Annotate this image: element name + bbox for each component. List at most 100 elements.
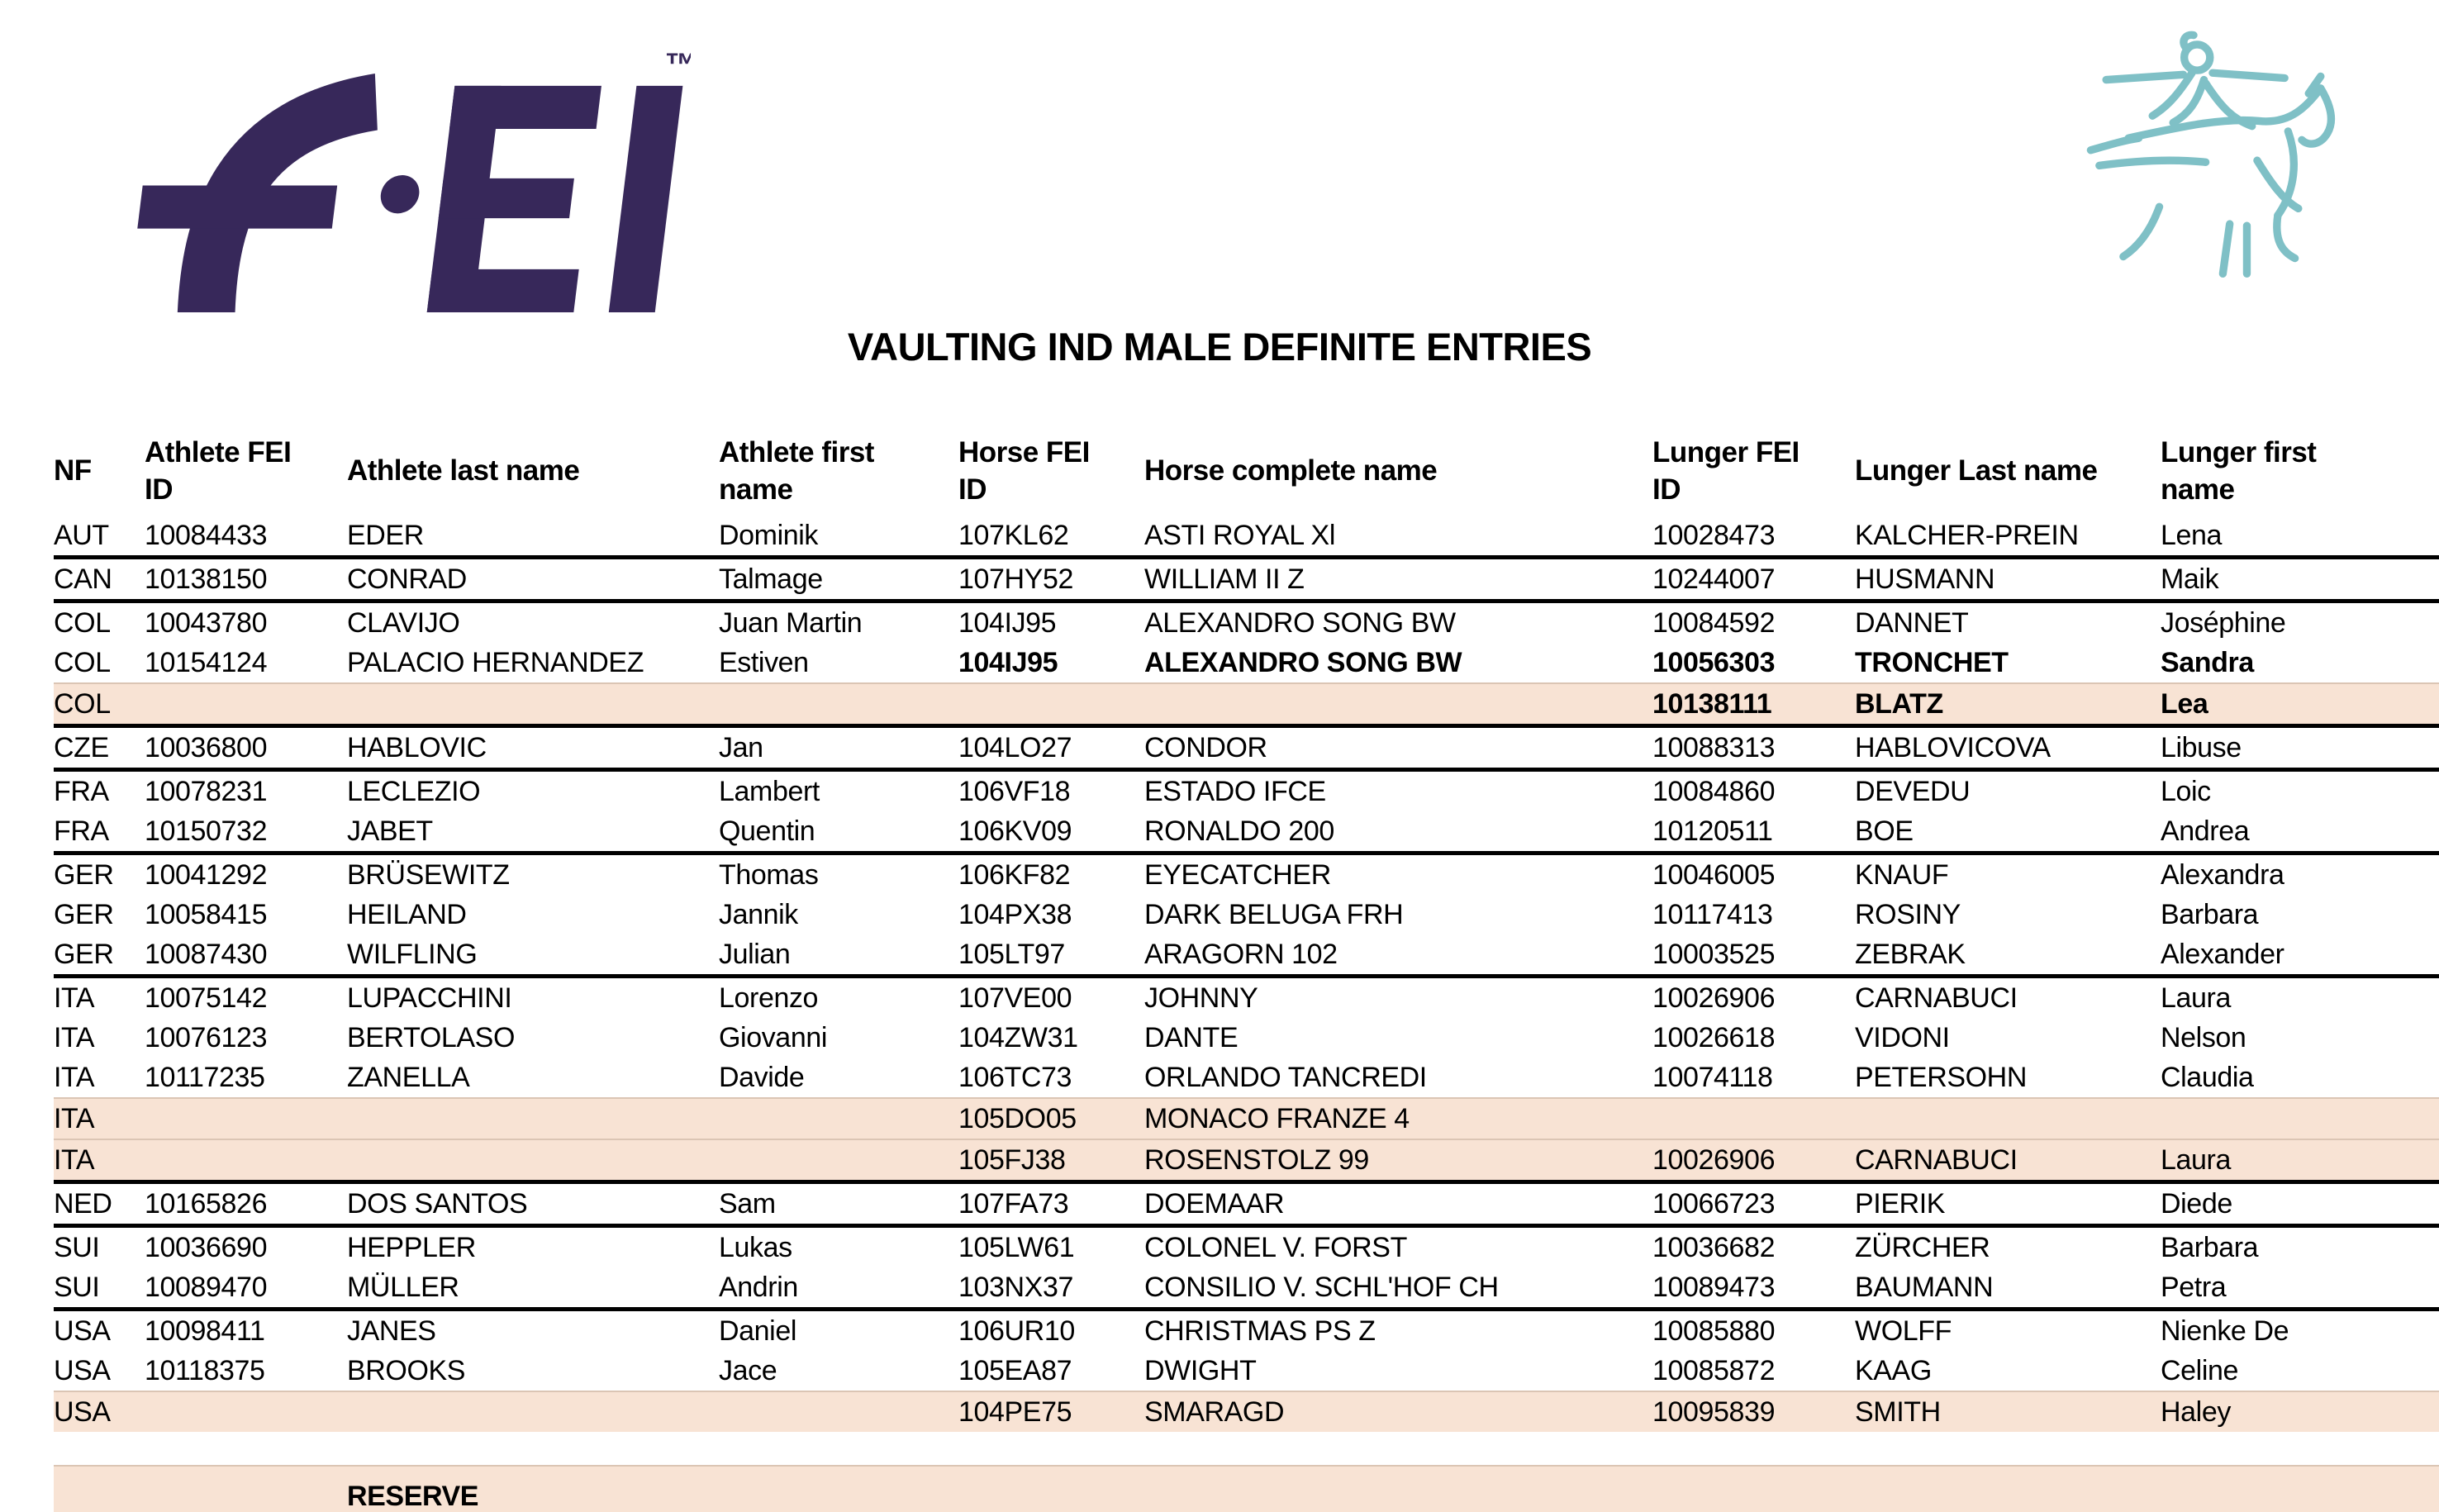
cell-lunger-first: Haley (2161, 1396, 2231, 1428)
cell-lunger-id: 10084592 (1652, 606, 1776, 639)
cell-athlete-last: BERTOLASO (347, 1021, 516, 1053)
cell-athlete-first: Quentin (719, 815, 815, 847)
column-header-lunger-id: Lunger FEI ID (1652, 435, 1800, 506)
cell-horse-name: JOHNNY (1144, 982, 1258, 1014)
cell-lunger-first: Diede (2161, 1187, 2232, 1220)
cell-athlete-first (719, 1099, 958, 1139)
cell-horse-name: SMARAGD (1144, 1396, 1285, 1428)
cell-lunger-id (1652, 1099, 1855, 1139)
cell-nf: FRA (54, 775, 109, 807)
cell-athlete-id: 10117235 (145, 1061, 265, 1093)
cell-nf: CAN (54, 563, 112, 595)
cell-lunger-last: KNAUF (1855, 858, 1949, 891)
cell-lunger-id: 10089473 (1652, 1271, 1776, 1303)
cell-lunger-id: 10026618 (1652, 1021, 1776, 1053)
cell-athlete-id: 10154124 (145, 646, 268, 678)
cell-athlete-last (347, 684, 719, 724)
table-row: SUI 10036690 HEPPLER Lukas 105LW61 COLON… (54, 1228, 2439, 1267)
cell-lunger-first: Alexandra (2161, 858, 2284, 891)
cell-athlete-last: BRÜSEWITZ (347, 858, 510, 891)
cell-athlete-last (347, 1140, 719, 1180)
cell-nf: COL (54, 646, 111, 678)
cell-lunger-first: Lea (2161, 687, 2208, 720)
cell-lunger-first: Loic (2161, 775, 2211, 807)
cell-lunger-first: Claudia (2161, 1061, 2254, 1093)
table-row: FRA 10150732 JABET Quentin 106KV09 RONAL… (54, 811, 2439, 855)
cell-nf: ITA (54, 1144, 95, 1176)
cell-nf: CZE (54, 731, 109, 763)
cell-horse-id: 104PX38 (958, 898, 1072, 930)
cell-athlete-last (347, 1099, 719, 1139)
cell-lunger-id: 10138111 (1652, 687, 1772, 720)
trademark-symbol: ™ (665, 45, 691, 83)
table-row: NED 10165826 DOS SANTOS Sam 107FA73 DOEM… (54, 1184, 2439, 1228)
cell-nf: GER (54, 858, 114, 891)
cell-horse-name: ALEXANDRO SONG BW (1144, 606, 1456, 639)
cell-nf: USA (54, 1396, 111, 1428)
cell-horse-id: 105LW61 (958, 1231, 1075, 1263)
cell-horse-id: 104PE75 (958, 1396, 1072, 1428)
cell-lunger-id: 10036682 (1652, 1231, 1776, 1263)
cell-lunger-first: Sandra (2161, 646, 2254, 678)
cell-lunger-last: HUSMANN (1855, 563, 1995, 595)
table-row: GER 10058415 HEILAND Jannik 104PX38 DARK… (54, 895, 2439, 934)
cell-horse-name: ESTADO IFCE (1144, 775, 1326, 807)
cell-lunger-first: Barbara (2161, 1231, 2259, 1263)
cell-horse-name: ORLANDO TANCREDI (1144, 1061, 1427, 1093)
cell-horse-name: EYECATCHER (1144, 858, 1331, 891)
cell-nf: NED (54, 1187, 112, 1220)
cell-athlete-last: HABLOVIC (347, 731, 487, 763)
cell-horse-name: ARAGORN 102 (1144, 938, 1338, 970)
cell-lunger-id: 10085872 (1652, 1354, 1776, 1386)
cell-horse-name: COLONEL V. FORST (1144, 1231, 1407, 1263)
cell-athlete-last: DOS SANTOS (347, 1187, 528, 1220)
vaulting-horse-graphic (2086, 31, 2336, 278)
cell-athlete-id: 10150732 (145, 815, 268, 847)
cell-athlete-first: Daniel (719, 1315, 796, 1347)
cell-athlete-first: Jace (719, 1354, 777, 1386)
cell-athlete-last: JANES (347, 1315, 436, 1347)
cell-athlete-last: JABET (347, 815, 433, 847)
cell-athlete-first (719, 1392, 958, 1432)
cell-horse-name (1144, 684, 1652, 724)
cell-athlete-first: Juan Martin (719, 606, 863, 639)
cell-lunger-last: HABLOVICOVA (1855, 731, 2051, 763)
cell-athlete-first: Jannik (719, 898, 798, 930)
cell-nf: GER (54, 898, 114, 930)
cell-horse-name: RONALDO 200 (1144, 815, 1334, 847)
cell-horse-id: 104IJ95 (958, 606, 1057, 639)
cell-lunger-last: KAAG (1855, 1354, 1932, 1386)
cell-lunger-id: 10088313 (1652, 731, 1776, 763)
cell-lunger-id: 10056303 (1652, 646, 1776, 678)
cell-athlete-first: Andrin (719, 1271, 798, 1303)
cell-athlete-id: 10089470 (145, 1271, 268, 1303)
cell-athlete-id: 10041292 (145, 858, 268, 891)
cell-lunger-last: CARNABUCI (1855, 1144, 2018, 1176)
column-header-lunger-last: Lunger Last name (1855, 454, 2098, 487)
cell-lunger-id: 10003525 (1652, 938, 1776, 970)
column-header-athlete-last: Athlete last name (347, 454, 580, 487)
cell-athlete-id: 10076123 (145, 1021, 268, 1053)
cell-horse-name: MONACO FRANZE 4 (1144, 1102, 1410, 1134)
cell-nf: ITA (54, 1021, 95, 1053)
cell-athlete-id (145, 1467, 347, 1512)
cell-athlete-last: PALACIO HERNANDEZ (347, 646, 644, 678)
cell-horse-id: 105EA87 (958, 1354, 1072, 1386)
cell-athlete-last: LUPACCHINI (347, 982, 512, 1014)
cell-horse-name: WILLIAM II Z (1144, 563, 1305, 595)
fei-logo: ™ (116, 38, 698, 321)
cell-horse-name: DOEMAAR (1144, 1187, 1285, 1220)
cell-lunger-last: ROSINY (1855, 898, 1961, 930)
cell-nf: FRA (54, 815, 109, 847)
table-row: ITA 10117235 ZANELLA Davide 106TC73 ORLA… (54, 1058, 2439, 1097)
cell-athlete-first: Dominik (719, 519, 819, 551)
cell-horse-id: 106VF18 (958, 775, 1071, 807)
cell-athlete-last: MÜLLER (347, 1271, 459, 1303)
cell-athlete-last: EDER (347, 519, 424, 551)
table-row: SUI 10089470 MÜLLER Andrin 103NX37 CONSI… (54, 1267, 2439, 1311)
cell-nf: GER (54, 938, 114, 970)
cell-horse-id: 107VE00 (958, 982, 1072, 1014)
cell-lunger-first: Lena (2161, 519, 2223, 551)
cell-athlete-first: Talmage (719, 563, 823, 595)
